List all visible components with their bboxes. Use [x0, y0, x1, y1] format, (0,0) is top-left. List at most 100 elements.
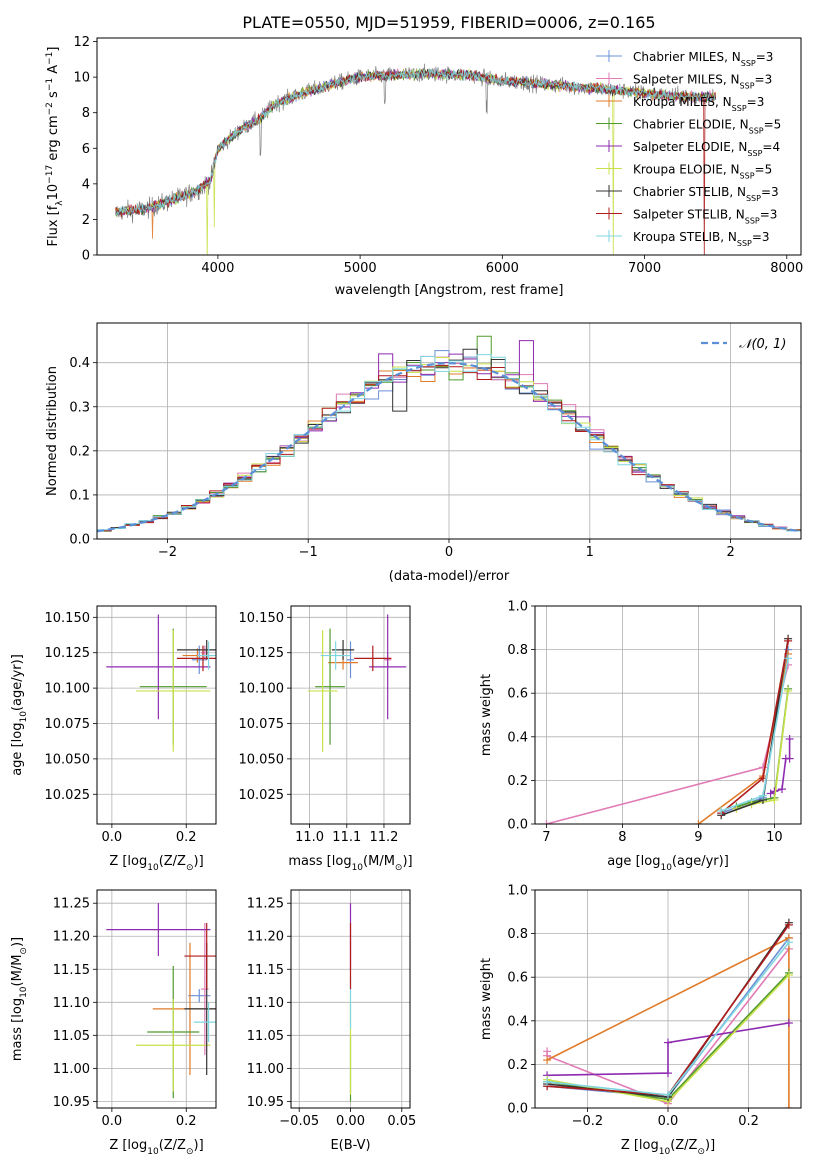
x-tick-label: 11.2	[369, 830, 398, 845]
y-tick-label: 11.20	[53, 930, 90, 945]
y-tick-label: 11.15	[247, 963, 284, 978]
legend-entry: 𝒩(0, 1)	[739, 337, 786, 352]
legend-entry: Salpeter MILES, NSSP=3	[633, 73, 772, 91]
x-axis-label: Z [log10(Z/Z⊙)]	[109, 1138, 203, 1157]
errorbars	[106, 614, 216, 752]
y-tick-label: 0.0	[69, 533, 90, 548]
weight-line	[720, 640, 789, 814]
y-tick-label: 11.00	[53, 1062, 90, 1077]
x-axis-label: (data-model)/error	[389, 569, 510, 584]
normal-curve	[97, 361, 801, 533]
y-tick-label: 0.4	[69, 356, 90, 371]
y-axis-label: mass weight	[479, 958, 494, 1040]
legend-entry: Kroupa MILES, NSSP=3	[633, 95, 764, 113]
y-tick-label: 10.025	[239, 788, 285, 803]
x-tick-label: 7000	[628, 261, 661, 276]
y-axis-label: Flux [fλ10−17 erg cm−2 s−1 A−1]	[45, 47, 65, 247]
y-tick-label: 0.3	[69, 400, 90, 415]
y-tick-label: 10.075	[239, 717, 285, 732]
mass-age-panel: 11.0 11.1 11.2 10.025 10.050 10.075 10.100 10.1…	[239, 605, 413, 873]
weight-line	[547, 1022, 790, 1077]
x-tick-label: 4000	[201, 261, 234, 276]
y-axis-label: mass [log10(M/M⊙)]	[10, 937, 29, 1061]
z-mass-panel: 0.0 0.2 10.95 11.00 11.05 11.10 11.15 11.20 11.2…	[10, 889, 217, 1157]
y-tick-label: 11.05	[247, 1029, 284, 1044]
y-tick-label: 10.125	[239, 646, 285, 661]
legend-entry: Chabrier MILES, NSSP=3	[633, 50, 773, 68]
y-tick-label: 4	[82, 177, 90, 192]
x-tick-label: 0.0	[102, 1114, 123, 1129]
x-tick-label: 8000	[770, 261, 803, 276]
y-tick-label: 2	[82, 213, 90, 228]
axes-frame	[96, 322, 802, 540]
y-tick-label: 11.25	[247, 897, 284, 912]
spectrum-model-line	[115, 67, 716, 216]
x-tick-label: 9	[694, 830, 702, 845]
x-tick-label: 5000	[344, 261, 377, 276]
figure-title: PLATE=0550, MJD=51959, FIBERID=0006, z=0…	[242, 13, 655, 32]
weight-lines	[542, 634, 794, 824]
y-tick-label: 0.1	[69, 488, 90, 503]
ebv-mass-panel: −0.05 0.00 0.05 10.95 11.00 11.05 11.10 11.15 11…	[247, 889, 416, 1153]
x-tick-label: 6000	[486, 261, 519, 276]
axes-frame	[96, 37, 802, 256]
y-tick-label: 11.25	[53, 897, 90, 912]
y-tick-label: 1.0	[507, 600, 528, 615]
y-tick-label: 10.100	[239, 682, 285, 697]
y-tick-label: 10.025	[45, 788, 91, 803]
x-tick-label: 0.2	[176, 830, 197, 845]
x-axis-label: age [log10(age/yr)]	[607, 854, 729, 873]
y-tick-label: 11.00	[247, 1062, 284, 1077]
y-tick-label: 6	[82, 142, 90, 157]
x-tick-label: 0.0	[102, 830, 123, 845]
axes-frame	[96, 605, 217, 825]
x-tick-label: 0.2	[738, 1114, 759, 1129]
y-tick-label: 10.050	[239, 752, 285, 767]
x-axis-label: wavelength [Angstrom, rest frame]	[335, 283, 564, 298]
x-axis-label: Z [log10(Z/Z⊙)]	[109, 854, 203, 873]
x-tick-label: 0.00	[336, 1114, 365, 1129]
y-tick-label: 0.2	[69, 444, 90, 459]
x-tick-label: 10	[766, 830, 783, 845]
y-tick-label: 0.0	[507, 818, 528, 833]
y-tick-label: 11.05	[53, 1029, 90, 1044]
y-tick-label: 0.2	[507, 774, 528, 789]
y-tick-label: 0.8	[507, 927, 528, 942]
axes-frame	[96, 889, 217, 1109]
y-tick-label: 11.10	[247, 996, 284, 1011]
y-axis-label: mass weight	[479, 674, 494, 756]
y-tick-label: 10	[73, 71, 90, 86]
y-tick-label: 0.0	[507, 1102, 528, 1117]
legend-entry: Salpeter ELODIE, NSSP=4	[633, 140, 780, 158]
y-tick-label: 0.8	[507, 643, 528, 658]
x-axis-label: Z [log10(Z/Z⊙)]	[621, 1138, 715, 1157]
legend-entry: Salpeter STELIB, NSSP=3	[633, 208, 777, 226]
legend-entry: Kroupa STELIB, NSSP=3	[633, 230, 770, 248]
y-tick-label: 0.6	[507, 687, 528, 702]
spectrum-lines	[115, 63, 717, 255]
x-tick-label: 7	[542, 830, 550, 845]
spectrum-model-line	[115, 68, 717, 255]
x-tick-label: 0.2	[176, 1114, 197, 1129]
x-tick-label: 0	[445, 545, 453, 560]
y-tick-label: 12	[73, 35, 90, 50]
legend-entry: Chabrier ELODIE, NSSP=5	[633, 118, 781, 136]
legend-entry: Kroupa ELODIE, NSSP=5	[633, 163, 772, 181]
y-tick-label: 0.4	[507, 1014, 528, 1029]
y-tick-label: 0.4	[507, 730, 528, 745]
y-tick-label: 0.2	[507, 1058, 528, 1073]
residuals-panel: −2 −1 0 1 2 0.0 0.1 0.2 0.3 0.4 (data-model)/error…	[45, 322, 802, 584]
y-tick-label: 11.15	[53, 963, 90, 978]
x-tick-label: 0.0	[658, 1114, 679, 1129]
y-tick-label: 10.050	[45, 752, 91, 767]
weight-lines	[543, 918, 793, 1108]
y-tick-label: 11.10	[53, 996, 90, 1011]
y-tick-label: 10.95	[53, 1095, 90, 1110]
y-tick-label: 0.6	[507, 971, 528, 986]
errorbars	[307, 614, 407, 752]
spectrum-model-line	[115, 68, 717, 255]
y-axis-label: Normed distribution	[45, 366, 60, 496]
x-tick-label: −0.2	[572, 1114, 604, 1129]
x-tick-label: 0.05	[387, 1114, 416, 1129]
panels: 4000 5000 6000 7000 8000024681012wavelength …	[10, 35, 803, 1157]
